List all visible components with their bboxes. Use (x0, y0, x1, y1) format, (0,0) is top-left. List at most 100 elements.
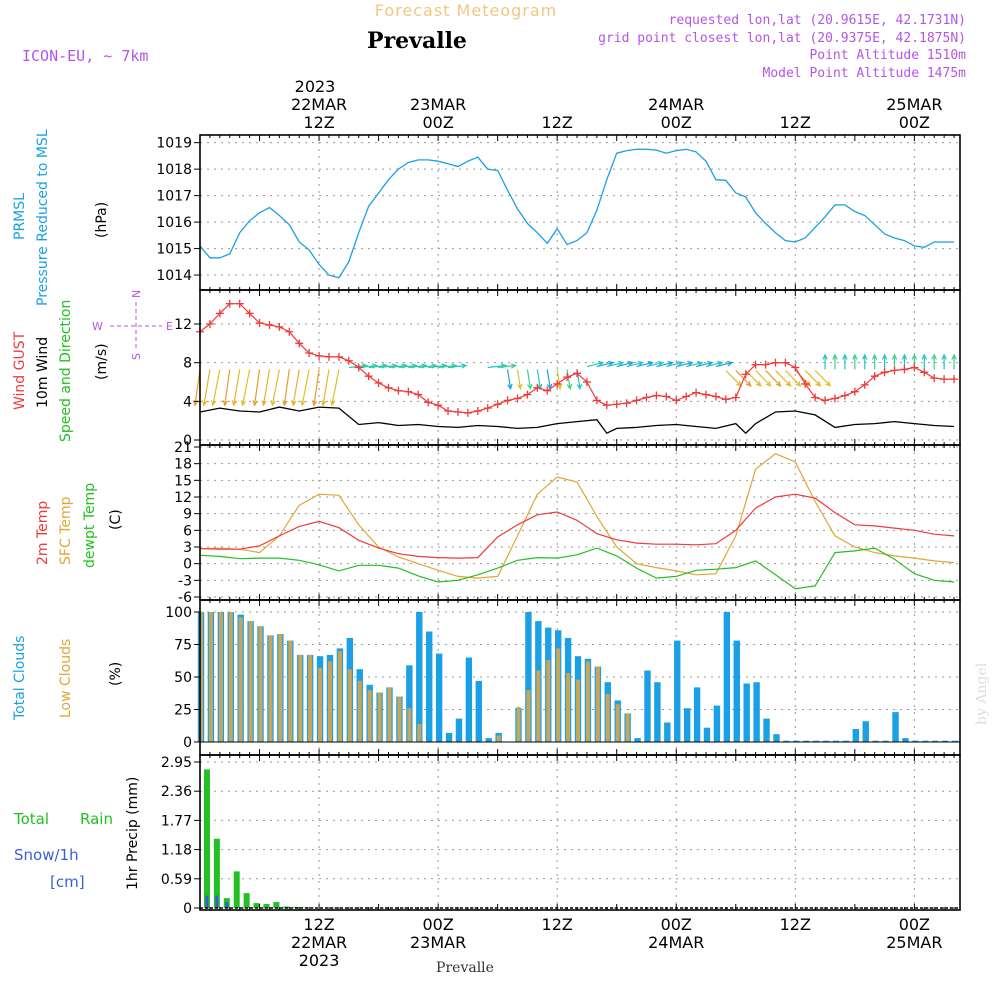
axis-layer: 10141015101610171018101904812-6-30369121… (156, 95, 942, 970)
wind-arrow (234, 369, 240, 405)
gust-marker (771, 359, 779, 367)
gust-marker (940, 375, 948, 383)
snow-label: Snow/1h (14, 846, 79, 864)
low-cloud-bar (298, 655, 302, 742)
gust-marker (791, 364, 799, 372)
wind-arrow (272, 369, 279, 405)
y-tick-label: -3 (178, 573, 192, 589)
gust-marker (325, 353, 333, 361)
gust-marker (385, 384, 393, 392)
low-cloud-bar (576, 680, 580, 742)
wind-arrow (225, 369, 230, 405)
gust-marker (920, 368, 928, 376)
gust-marker (375, 379, 383, 387)
precip-labels: Total Rain Snow/1h [cm] 1hr Precip (mm) (13, 777, 141, 891)
gust-marker (275, 323, 283, 331)
gust-marker (444, 407, 452, 415)
total-cloud-bar (476, 681, 482, 742)
y-tick-label: 1016 (156, 215, 192, 231)
total-cloud-bar (863, 721, 869, 742)
gust-marker (523, 391, 531, 399)
low-cloud-bar (596, 667, 600, 742)
gust-marker (781, 359, 789, 367)
wind-arrow (243, 369, 250, 405)
low-cloud-bar (606, 694, 610, 742)
bottom-year-label: 2023 (299, 951, 340, 970)
panel-frame (200, 135, 960, 290)
low-cloud-bar (417, 724, 421, 742)
top-hour-label: 00Z (661, 113, 692, 132)
low-cloud-bar (388, 687, 392, 742)
wind-arrow (284, 369, 289, 405)
low-cloud-bar (566, 673, 570, 742)
gust-marker (722, 395, 730, 403)
gust-marker (633, 396, 641, 404)
grid-point-coordinates: grid point closest lon,lat (20.9375E, 42… (598, 31, 966, 46)
prmsl-label: PRMSL (12, 193, 28, 240)
low-cloud-bar (348, 669, 352, 742)
y-tick-label: 18 (174, 457, 192, 473)
bottom-date-label: 23MAR (410, 933, 466, 952)
gust-marker (265, 321, 273, 329)
low-cloud-bar (229, 612, 233, 742)
bottom-date-label: 22MAR (291, 933, 347, 952)
wind10m-label: 10m Wind (35, 337, 51, 408)
snow-bar (225, 902, 228, 908)
y-tick-label: 0 (183, 557, 192, 573)
y-tick-label: 1.77 (161, 813, 192, 829)
gust-marker (841, 392, 849, 400)
low-cloud-bar (526, 690, 530, 742)
gust-marker (623, 399, 631, 407)
footer-station: Prevalle (436, 960, 494, 976)
gust-marker (642, 393, 650, 401)
gust-marker (712, 393, 720, 401)
gust-marker (404, 388, 412, 396)
top-date-label: 24MAR (648, 95, 704, 114)
total-cloud-bar (902, 738, 908, 742)
t2m-line (200, 494, 954, 558)
total-cloud-bar (704, 728, 710, 742)
y-tick-label: 2.36 (161, 784, 192, 800)
gust-marker (950, 375, 958, 383)
speed-dir-label: Speed and Direction (58, 300, 74, 442)
snow-bar (205, 896, 208, 908)
wind-arrow (255, 369, 260, 405)
y-tick-label: 1015 (156, 242, 192, 258)
y-tick-label: 75 (174, 638, 192, 654)
gust-marker (563, 373, 571, 381)
y-tick-label: 4 (183, 394, 192, 410)
y-tick-label: 6 (183, 523, 192, 539)
y-tick-label: 12 (174, 317, 192, 333)
gust-marker (345, 357, 353, 365)
gust-marker (821, 396, 829, 404)
wind-unit-label: (m/s) (94, 343, 110, 380)
wind-arrow (302, 369, 309, 405)
y-tick-label: 1019 (156, 136, 192, 152)
dewpoint-line (200, 548, 954, 589)
wind-arrow (314, 369, 319, 405)
gust-marker (662, 393, 670, 401)
bottom-hour-label: 12Z (303, 915, 334, 934)
wind10m-line (200, 407, 954, 433)
wind-arrow (263, 369, 269, 405)
total-cloud-bar (436, 654, 442, 742)
y-tick-label: 25 (174, 703, 192, 719)
bottom-date-label: 24MAR (648, 933, 704, 952)
bottom-hour-label: 00Z (422, 915, 453, 934)
top-date-label: 23MAR (410, 95, 466, 114)
low-cloud-bar (328, 661, 332, 742)
low-cloud-bar (516, 707, 520, 742)
pressure-labels: PRMSL Pressure Reduced to MSL (hPa) (12, 129, 110, 306)
total-cloud-bar (674, 641, 680, 742)
low-cloud-bar (368, 690, 372, 742)
bottom-hour-label: 12Z (780, 915, 811, 934)
gust-marker (930, 374, 938, 382)
y-tick-label: 50 (174, 670, 192, 686)
bottom-date-label: 25MAR (886, 933, 942, 952)
low-cloud-bar (209, 612, 213, 742)
top-year: 2023 (295, 77, 336, 96)
gust-marker (593, 396, 601, 404)
bottom-hour-label: 00Z (899, 915, 930, 934)
total-clouds-label: Total Clouds (12, 636, 28, 721)
